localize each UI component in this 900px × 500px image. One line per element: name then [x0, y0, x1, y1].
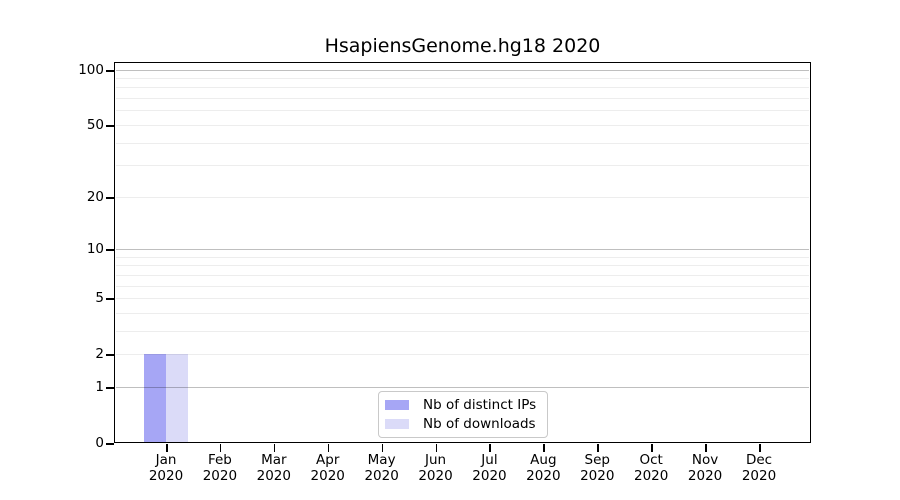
gridline-minor	[116, 125, 809, 126]
x-tick-label: Sep 2020	[557, 452, 637, 484]
gridline-minor	[116, 197, 809, 198]
y-tick-label: 10	[86, 241, 104, 257]
y-tick	[106, 125, 114, 127]
month-label: May	[367, 452, 396, 468]
month-label: Jan	[155, 452, 177, 468]
year-label: 2020	[526, 467, 561, 484]
x-tick	[543, 444, 545, 452]
y-tick	[106, 197, 114, 199]
x-tick-label: May 2020	[342, 452, 422, 484]
year-label: 2020	[202, 467, 238, 484]
x-tick	[381, 444, 384, 452]
year-label: 2020	[148, 467, 184, 484]
x-tick	[273, 444, 276, 452]
y-tick-label: 0	[95, 435, 104, 451]
y-tick-label: 1	[95, 378, 104, 395]
legend-label: Nb of distinct IPs	[423, 397, 537, 413]
gridline-minor	[116, 354, 809, 355]
gridline-minor	[116, 313, 809, 314]
month-label: Feb	[207, 452, 232, 468]
gridline-minor	[116, 265, 809, 266]
year-label: 2020	[256, 467, 291, 484]
month-label: Aug	[530, 452, 557, 468]
x-tick-label: Feb 2020	[180, 452, 260, 484]
legend-item: Nb of distinct IPs	[385, 397, 541, 413]
gridline-minor	[116, 98, 809, 99]
month-label: Dec	[745, 452, 773, 468]
gridline-minor	[116, 286, 809, 287]
legend: Nb of distinct IPs Nb of downloads	[378, 391, 548, 438]
month-label: Apr	[316, 452, 340, 468]
x-tick-label: Apr 2020	[288, 452, 368, 484]
legend-swatch-distinct-ips	[385, 400, 409, 410]
year-label: 2020	[633, 467, 669, 484]
month-label: Sep	[584, 452, 610, 468]
x-tick	[597, 444, 599, 452]
x-tick-label: Mar 2020	[234, 452, 314, 484]
legend-label: Nb of downloads	[423, 416, 536, 432]
y-tick	[106, 354, 114, 356]
gridline-minor	[116, 165, 809, 166]
chart-title: HsapiensGenome.hg18 2020	[324, 35, 601, 57]
x-tick-label: Nov 2020	[665, 452, 745, 484]
plot-area	[114, 62, 811, 443]
gridline-minor	[116, 143, 809, 144]
y-tick	[106, 298, 114, 300]
month-label: Nov	[691, 452, 719, 468]
gridline-major	[116, 249, 809, 250]
gridline-major	[116, 70, 809, 71]
y-tick-label: 20	[86, 188, 104, 205]
x-tick	[651, 444, 653, 452]
x-tick	[759, 444, 761, 452]
year-label: 2020	[687, 467, 723, 484]
x-tick-label: Dec 2020	[719, 452, 799, 484]
y-tick	[106, 70, 114, 72]
gridline-minor	[116, 78, 809, 79]
bar-distinct-ips	[144, 354, 166, 443]
y-tick-label: 5	[95, 290, 104, 307]
legend-item: Nb of downloads	[385, 416, 541, 432]
bar-downloads	[166, 354, 188, 443]
x-tick-label: Oct 2020	[611, 452, 691, 484]
x-tick	[489, 444, 491, 452]
gridline-minor	[116, 110, 809, 111]
x-tick-label: Jul 2020	[449, 452, 529, 484]
month-label: Jul	[481, 452, 498, 468]
year-label: 2020	[310, 467, 345, 484]
legend-swatch-downloads	[385, 419, 409, 429]
x-tick-label: Jun 2020	[396, 452, 476, 484]
x-tick	[435, 444, 438, 452]
gridline-major	[116, 387, 809, 388]
y-tick	[106, 387, 114, 389]
y-tick-label: 2	[95, 346, 104, 363]
month-label: Jun	[424, 452, 447, 468]
gridline-minor	[116, 257, 809, 258]
gridline-minor	[116, 298, 809, 299]
gridline-minor	[116, 275, 809, 276]
x-tick	[327, 444, 330, 452]
x-tick-label: Aug 2020	[503, 452, 583, 484]
month-label: Mar	[261, 452, 287, 468]
x-tick	[219, 444, 222, 452]
year-label: 2020	[741, 467, 777, 484]
year-label: 2020	[364, 467, 399, 484]
month-label: Oct	[639, 452, 663, 468]
x-tick-label: Jan 2020	[126, 452, 206, 484]
y-tick	[106, 249, 114, 251]
y-tick	[106, 443, 114, 445]
x-tick	[166, 444, 168, 452]
y-tick-label: 100	[78, 61, 104, 78]
y-tick-label: 50	[86, 116, 104, 133]
gridline-minor	[116, 87, 809, 88]
x-tick	[705, 444, 707, 452]
year-label: 2020	[580, 467, 615, 484]
gridline-minor	[116, 331, 809, 332]
year-label: 2020	[472, 467, 507, 484]
year-label: 2020	[418, 467, 453, 484]
